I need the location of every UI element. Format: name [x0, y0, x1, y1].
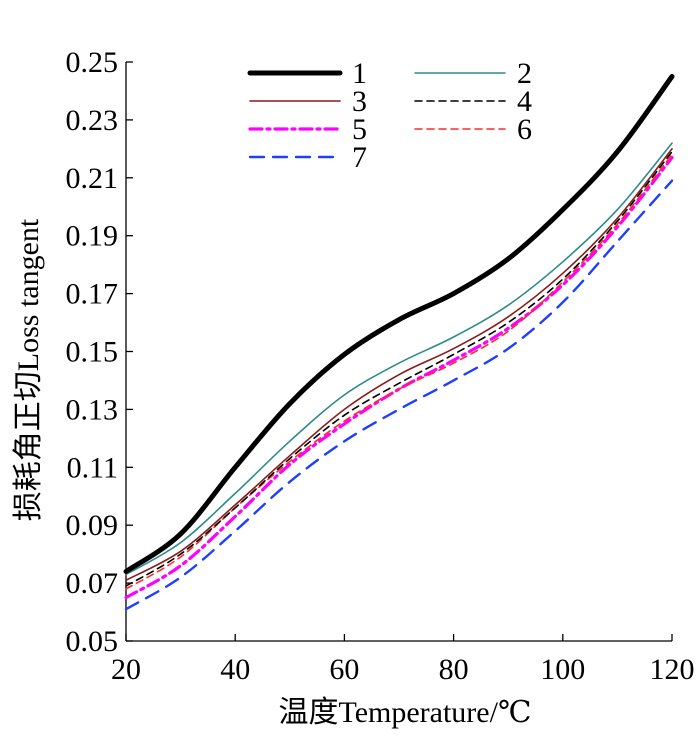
- axes: 0.05 0.07 0.09 0.11 0.13 0.15 0.17 0.19 0.21 0.23…: [66, 46, 695, 686]
- y-tick-label: 0.11: [67, 451, 118, 484]
- series-line-6: [125, 153, 673, 590]
- y-tick-label: 0.23: [66, 104, 119, 137]
- y-tick-label: 0.21: [66, 162, 119, 195]
- series-lines: [123, 74, 675, 611]
- legend-label-3: 3: [352, 85, 367, 118]
- y-tick-label: 0.19: [66, 220, 119, 253]
- y-tick-label: 0.17: [66, 278, 119, 311]
- legend: 1 2 3 4 5 6 7: [247, 57, 532, 174]
- x-tick-label: 60: [329, 653, 359, 686]
- legend-label-4: 4: [517, 85, 532, 118]
- legend-label-7: 7: [352, 141, 367, 174]
- y-tick-label: 0.07: [66, 567, 119, 600]
- y-tick-label: 0.25: [66, 46, 119, 79]
- series-line-3: [125, 148, 673, 581]
- x-tick-label: 40: [220, 653, 250, 686]
- x-tick-label: 80: [439, 653, 469, 686]
- series-line-4: [125, 150, 673, 587]
- y-tick-label: 0.05: [66, 625, 119, 658]
- series-line-7: [124, 179, 674, 611]
- y-tick-label: 0.15: [66, 336, 119, 369]
- legend-label-5: 5: [352, 113, 367, 146]
- x-axis-title: 温度Temperature/℃: [278, 696, 531, 729]
- legend-label-1: 1: [352, 57, 367, 90]
- x-tick-label: 20: [111, 653, 141, 686]
- y-tick-label: 0.09: [66, 509, 119, 542]
- series-line-2: [125, 142, 673, 576]
- x-tick-label: 120: [650, 653, 695, 686]
- x-tick-label: 100: [540, 653, 585, 686]
- legend-label-6: 6: [517, 113, 532, 146]
- y-tick-label: 0.13: [66, 393, 119, 426]
- series-line-1: [123, 74, 675, 574]
- y-axis-title: 损耗角正切Loss tangent: [12, 218, 45, 521]
- legend-label-2: 2: [517, 57, 532, 90]
